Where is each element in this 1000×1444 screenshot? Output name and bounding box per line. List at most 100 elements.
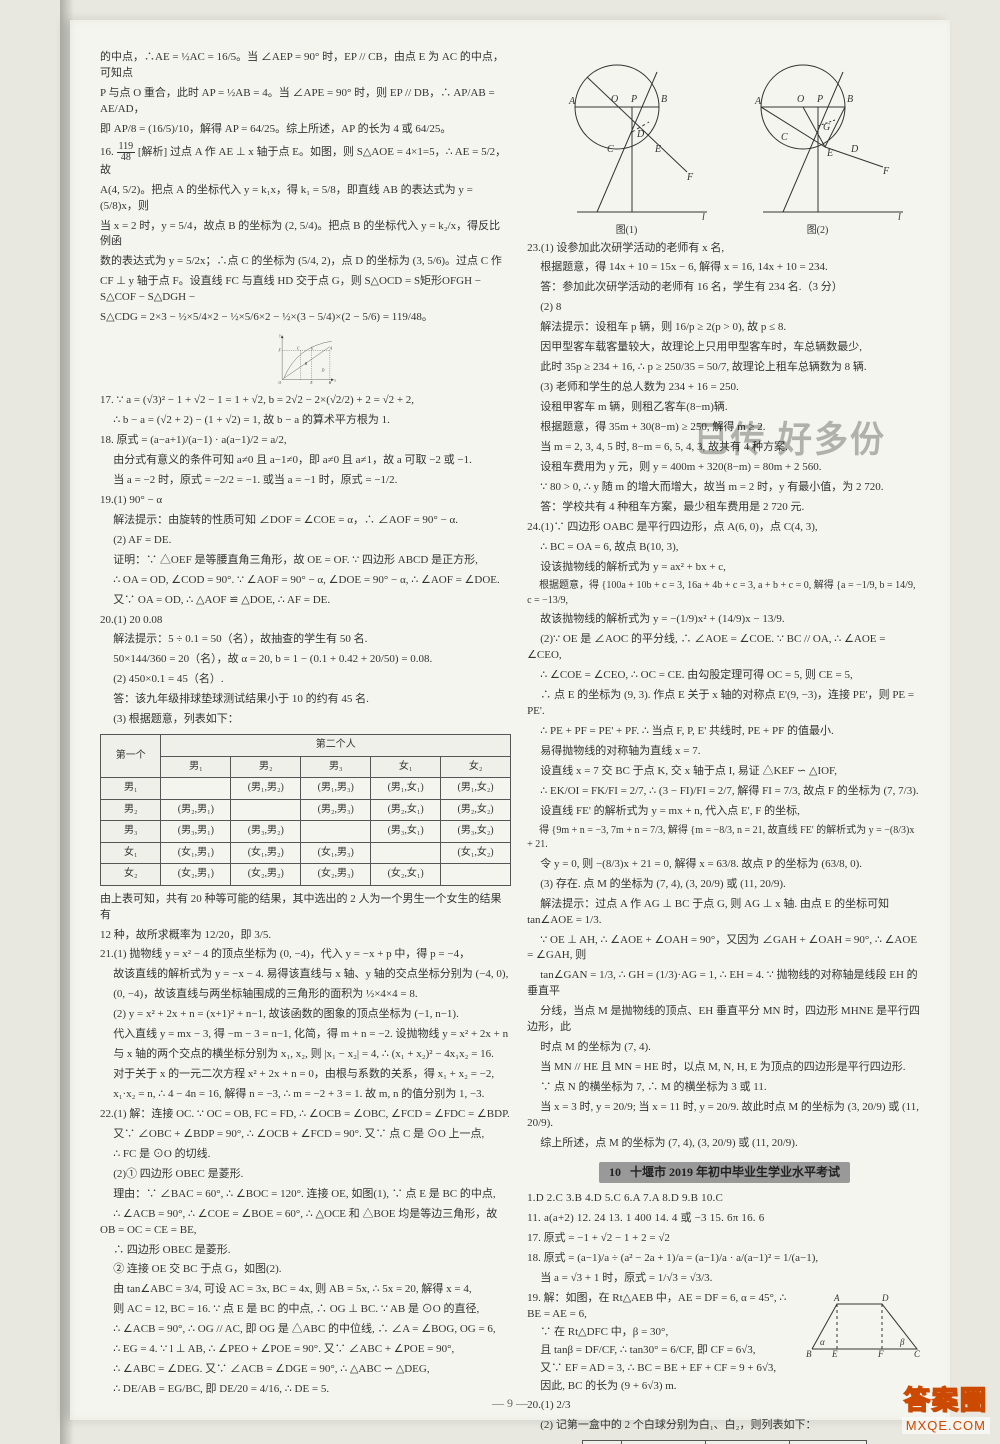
text-line: 数的表达式为 y = 5/2x；∴点 C 的坐标为 (5/4, 2)，点 D 的…: [100, 254, 511, 270]
q24-line14: 得 {9m + n = −3, 7m + n = 7/3, 解得 {m = −8…: [527, 824, 922, 853]
q24-line11: 设直线 x = 7 交 BC 于点 K, 交 x 轴于点 I, 易证 △KEF …: [527, 764, 922, 780]
col-header: 女₂: [441, 756, 511, 778]
q22-line3: ∴ FC 是 ⊙O 的切线.: [100, 1147, 511, 1163]
q23-line13: ∵ 80 > 0, ∴ y 随 m 的增大而增大，故当 m = 2 时，y 有最…: [527, 480, 922, 496]
text-line: 当 x = 2 时，y = 5/4，故点 B 的坐标为 (2, 5/4)。把点 …: [100, 219, 511, 251]
q20-line5: 答：该九年级排球垫球测试结果小于 10 的约有 45 名.: [100, 692, 511, 708]
table-row: 男₃(男₃,男₁)(男₃,男₂) (男₃,女₁)(男₃,女₂): [101, 821, 511, 843]
row-header: 女₂: [101, 864, 161, 886]
q17r: 17. 原式 = −1 + √2 − 1 + 2 = √2: [527, 1231, 922, 1247]
cell: (男₁,女₂): [441, 778, 511, 800]
q23-line5: 解法提示：设租车 p 辆，则 16/p ≥ 2(p > 0), 故 p ≤ 8.: [527, 320, 922, 336]
q23-line1: 23.(1) 设参加此次研学活动的老师有 x 名,: [527, 241, 922, 257]
page: 的中点，∴AE = ½AC = 16/5。当 ∠AEP = 90° 时，EP /…: [70, 20, 950, 1420]
ball-table: 白₁白₂黄 白(白,白₁)(白,白₂)(白,黄)黄(黄,白₁)(黄,白₂)(黄,…: [582, 1440, 866, 1444]
q24-line20: 分线，当点 M 是抛物线的顶点、EH 垂直平分 MN 时，四边形 MHNE 是平…: [527, 1004, 922, 1036]
cell: (男₂,男₁): [161, 799, 231, 821]
cell: (男₃,女₁): [371, 821, 441, 843]
table-row: 女₂(女₂,男₁)(女₂,男₂)(女₂,男₃)(女₂,女₁): [101, 864, 511, 886]
svg-text:E: E: [654, 144, 661, 155]
svg-text:y: y: [278, 334, 281, 338]
q23-line10: 根据题意，得 35m + 30(8−m) ≥ 250, 解得 m ≥ 2.: [527, 420, 922, 436]
svg-text:C: C: [296, 346, 299, 350]
q24-line7: ∴ ∠COE = ∠CEO, ∴ OC = CE. 由勾股定理可得 OC = 5…: [527, 668, 922, 684]
q24-line12: ∴ EK/OI = FK/FI = 2/7, ∴ (3 − FI)/FI = 2…: [527, 784, 922, 800]
q19-with-figure: 19. 解：如图，在 Rt△AEB 中，AE = DF = 6, α = 45°…: [527, 1289, 922, 1397]
cell: (男₃,男₂): [231, 821, 301, 843]
q23-line4: (2) 8: [527, 300, 922, 316]
row-header: 男₃: [101, 821, 161, 843]
svg-text:F: F: [277, 349, 281, 353]
cell: (女₁,男₂): [231, 842, 301, 864]
q24-line22: 当 MN // HE 且 MN = HE 时，以点 M, N, H, E 为顶点…: [527, 1060, 922, 1076]
q24-line19: tan∠GAN = 1/3, ∴ GH = (1/3)·AG = 1, ∴ EH…: [527, 968, 922, 1000]
q17-line2: ∴ b − a = (√2 + 2) − (1 + √2) = 1, 故 b −…: [100, 413, 511, 429]
cell: (男₁,女₁): [371, 778, 441, 800]
section-title-text: 十堰市 2019 年初中毕业生学业水平考试: [630, 1165, 840, 1179]
cell: (男₃,男₁): [161, 821, 231, 843]
svg-text:B: B: [806, 1349, 812, 1359]
q21-line3: (0, −4)，故该直线与两坐标轴围成的三角形的面积为 ½×4×4 = 8.: [100, 987, 511, 1003]
figure-1: AOP BDC EFl 图(1): [537, 48, 717, 239]
cell: (女₂,男₃): [301, 864, 371, 886]
q19r-line2: ∵ 在 Rt△DFC 中，β = 30°,: [527, 1325, 794, 1341]
cell: (女₂,男₁): [161, 864, 231, 886]
text-line: CF ⊥ y 轴于点 F。设直线 FC 与直线 HD 交于点 G，则 S△OCD…: [100, 274, 511, 306]
q23-line3: 答：参加此次研学活动的老师有 16 名，学生有 234 名.（3 分）: [527, 280, 922, 296]
q20-line4: (2) 450×0.1 = 45（名）.: [100, 672, 511, 688]
q22-line10: 则 AC = 12, BC = 16. ∵ 点 E 是 BC 的中点, ∴ OG…: [100, 1302, 511, 1318]
left-column: 的中点，∴AE = ½AC = 16/5。当 ∠AEP = 90° 时，EP /…: [92, 48, 519, 1400]
svg-text:C: C: [781, 132, 788, 143]
figures-row: AOP BDC EFl 图(1): [527, 48, 922, 239]
cell: (男₃,女₂): [441, 821, 511, 843]
q24-line2: ∴ BC = OA = 6, 故点 B(10, 3),: [527, 540, 922, 556]
svg-text:G: G: [310, 346, 313, 350]
q22-line11: ∴ ∠ACB = 90°, ∴ OG // AC, 即 OG 是 △ABC 的中…: [100, 1322, 511, 1338]
cell: [441, 864, 511, 886]
cell: (女₁,男₁): [161, 842, 231, 864]
svg-text:E: E: [831, 1349, 838, 1359]
svg-text:C: C: [607, 144, 614, 155]
q24-line24: 当 x = 3 时, y = 20/9; 当 x = 11 时, y = 20/…: [527, 1100, 922, 1132]
svg-text:A: A: [754, 96, 762, 107]
cell: (女₂,女₁): [371, 864, 441, 886]
q19r-line5: 因此, BC 的长为 (9 + 6√3) m.: [527, 1379, 794, 1395]
right-column: AOP BDC EFl 图(1): [519, 48, 930, 1400]
answers-line-2: 11. a(a+2) 12. 24 13. 1 400 14. 4 或 −3 1…: [527, 1211, 922, 1227]
q24-line8: ∴ 点 E 的坐标为 (9, 3). 作点 E 关于 x 轴的对称点 E'(9,…: [527, 688, 922, 720]
q24-line23: ∵ 点 N 的横坐标为 7, ∴ M 的横坐标为 3 或 11.: [527, 1080, 922, 1096]
q20-line6: (3) 根据题意，列表如下：: [100, 712, 511, 728]
figure1-caption: 图(1): [537, 224, 717, 239]
svg-text:C: C: [914, 1349, 921, 1359]
text-line: S△CDG = 2×3 − ½×5/4×2 − ½×5/6×2 − ½×(3 −…: [100, 310, 511, 326]
svg-text:A: A: [833, 1293, 840, 1303]
col-header-label: 第二个人: [161, 735, 511, 757]
probability-table: 第一个 第二个人 男₁男₂男₃女₁女₂ 男₁(男₁,男₂)(男₁,男₃)(男₁,…: [100, 734, 511, 886]
cell: (男₁,男₂): [231, 778, 301, 800]
q24-line13: 设直线 FE' 的解析式为 y = mx + n, 代入点 E', F 的坐标,: [527, 804, 922, 820]
svg-text:P: P: [816, 94, 823, 105]
q22-line2: 又∵ ∠OBC + ∠BDP = 90°, ∴ ∠OCB + ∠FCD = 90…: [100, 1127, 511, 1143]
q21-line2: 故该直线的解析式为 y = −x − 4. 易得该直线与 x 轴、y 轴的交点坐…: [100, 967, 511, 983]
svg-text:l: l: [898, 212, 901, 222]
table-row: 男₂(男₂,男₁)(男₂,男₃)(男₂,女₁)(男₂,女₂): [101, 799, 511, 821]
q23-line6: 因甲型客车载客量较大，故理论上只用甲型客车时，车总辆数最少,: [527, 340, 922, 356]
svg-text:E: E: [309, 381, 313, 385]
svg-text:D: D: [320, 369, 324, 373]
q20-line1: 20.(1) 20 0.08: [100, 613, 511, 629]
table-row: 男₁(男₁,男₂)(男₁,男₃)(男₁,女₁)(男₁,女₂): [101, 778, 511, 800]
q18-line3: 当 a = −2 时，原式 = −2/2 = −1. 或当 a = −1 时，原…: [100, 473, 511, 489]
cell: (女₁,女₂): [441, 842, 511, 864]
svg-text:F: F: [686, 172, 694, 183]
q22-line6: ∴ ∠ACB = 90°, ∴ ∠COE = ∠BOE = 60°, ∴ △OC…: [100, 1207, 511, 1239]
q19-line1: 19.(1) 90° − α: [100, 493, 511, 509]
q-number: 16.: [100, 146, 114, 158]
q24-line3: 设该抛物线的解析式为 y = ax² + bx + c,: [527, 560, 922, 576]
q20-line2: 解法提示：5 ÷ 0.1 = 50（名），故抽查的学生有 50 名.: [100, 632, 511, 648]
q24-line10: 易得抛物线的对称轴为直线 x = 7.: [527, 744, 922, 760]
q24-line21: 时点 M 的坐标为 (7, 4).: [527, 1040, 922, 1056]
q22-line4: (2)① 四边形 OBEC 是菱形.: [100, 1167, 511, 1183]
q23-line8: (3) 老师和学生的总人数为 234 + 16 = 250.: [527, 380, 922, 396]
q23-line14: 答：学校共有 4 种租车方案，最少租车费用是 2 720 元.: [527, 500, 922, 516]
cell: (女₂,男₂): [231, 864, 301, 886]
